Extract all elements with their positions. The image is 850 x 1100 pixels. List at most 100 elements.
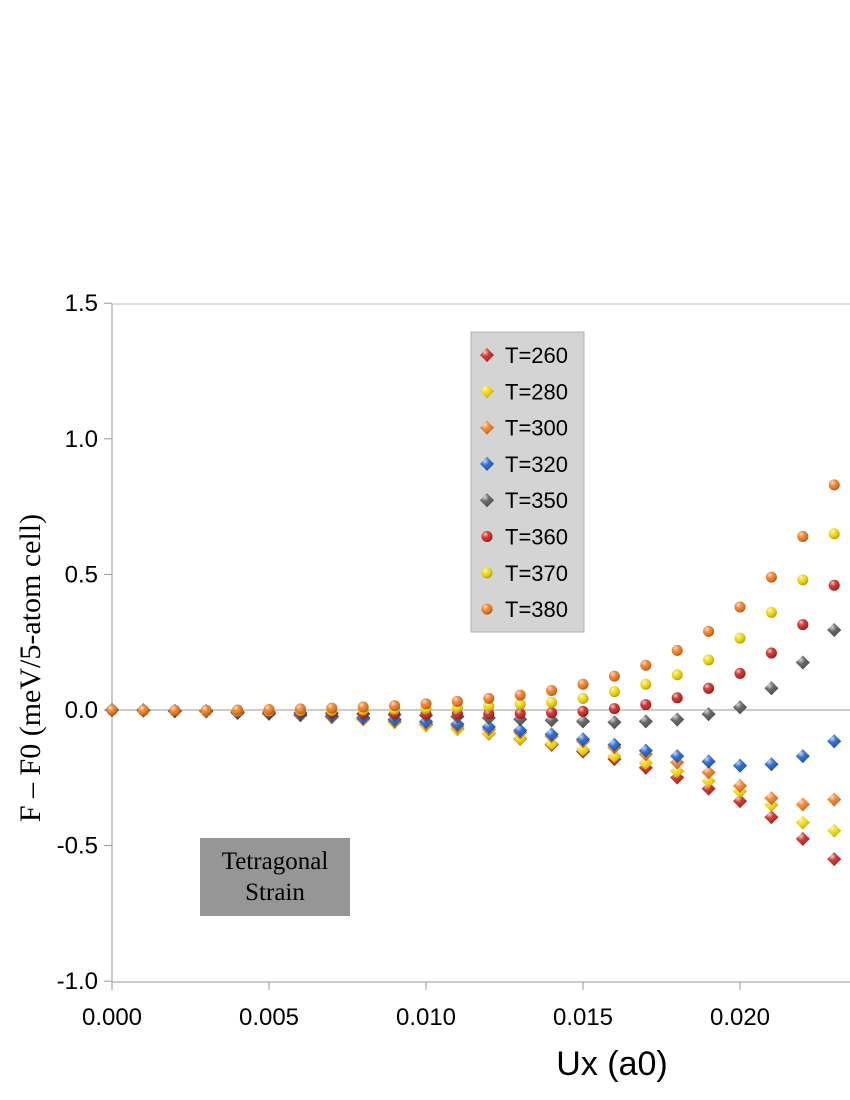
data-point bbox=[608, 686, 620, 698]
data-point bbox=[483, 700, 495, 712]
data-points bbox=[105, 479, 842, 867]
data-point bbox=[797, 574, 809, 586]
data-point bbox=[765, 606, 777, 618]
data-point bbox=[670, 749, 685, 764]
data-point bbox=[828, 479, 840, 491]
data-point bbox=[670, 764, 685, 779]
data-point bbox=[544, 736, 559, 751]
y-tick-label: 1.0 bbox=[65, 426, 98, 453]
legend-label: T=380 bbox=[505, 597, 568, 622]
y-tick-label: 1.5 bbox=[65, 290, 98, 317]
data-point bbox=[608, 703, 620, 715]
series-t-280 bbox=[105, 703, 842, 838]
data-point bbox=[795, 749, 810, 764]
strain-annotation-box bbox=[200, 838, 350, 916]
data-point bbox=[169, 704, 181, 716]
data-point bbox=[703, 625, 715, 637]
data-point bbox=[795, 815, 810, 830]
data-point bbox=[734, 601, 746, 613]
x-axis-title: Ux (a0) bbox=[556, 1045, 667, 1083]
series-t-320 bbox=[105, 703, 842, 773]
data-point bbox=[827, 823, 842, 838]
data-point bbox=[514, 698, 526, 710]
legend-label: T=320 bbox=[505, 452, 568, 477]
data-point bbox=[733, 794, 747, 809]
data-point bbox=[232, 704, 244, 716]
data-point bbox=[577, 705, 589, 717]
x-tick-label: 0.015 bbox=[553, 1004, 613, 1031]
data-point bbox=[607, 749, 622, 764]
x-tick-label: 0.020 bbox=[710, 1004, 770, 1031]
legend-label: T=370 bbox=[505, 561, 568, 586]
data-point bbox=[764, 681, 779, 696]
x-tick-label: 0.000 bbox=[82, 1004, 142, 1031]
data-point bbox=[608, 670, 620, 682]
data-point bbox=[514, 689, 526, 701]
strain-annotation-line1: Tetragonal bbox=[222, 848, 329, 875]
y-tick-labels: 1.5 1.0 0.5 0.0 -0.5 -1.0 bbox=[57, 290, 112, 995]
data-point bbox=[544, 727, 559, 742]
legend-label: T=260 bbox=[505, 343, 568, 368]
data-point bbox=[483, 708, 495, 720]
legend-marker bbox=[481, 531, 493, 542]
data-point bbox=[483, 692, 495, 704]
data-point bbox=[640, 659, 652, 671]
data-point bbox=[420, 698, 432, 710]
data-point bbox=[733, 700, 747, 715]
data-point bbox=[701, 781, 716, 796]
legend-marker bbox=[480, 348, 494, 362]
x-tick-label: 0.005 bbox=[239, 1004, 299, 1031]
data-point bbox=[670, 712, 685, 727]
data-point bbox=[733, 758, 747, 773]
data-point bbox=[797, 530, 809, 542]
data-point bbox=[513, 723, 528, 738]
data-point bbox=[514, 708, 526, 720]
strain-annotation-line2: Strain bbox=[245, 879, 305, 906]
legend-marker bbox=[481, 603, 493, 615]
data-point bbox=[795, 831, 810, 846]
y-tick-label: -1.0 bbox=[57, 968, 98, 995]
data-point bbox=[765, 571, 777, 583]
data-point bbox=[576, 732, 590, 747]
y-tick-label: -0.5 bbox=[57, 833, 98, 860]
data-point bbox=[764, 810, 779, 825]
data-point bbox=[701, 774, 716, 789]
data-point bbox=[106, 704, 118, 716]
data-point bbox=[671, 644, 683, 656]
data-point bbox=[638, 755, 653, 770]
data-point bbox=[827, 792, 842, 807]
data-point bbox=[638, 743, 653, 758]
data-point bbox=[827, 622, 842, 637]
y-tick-label: 0.5 bbox=[65, 561, 98, 588]
legend-label: T=350 bbox=[505, 488, 568, 513]
data-point bbox=[481, 719, 496, 734]
data-point bbox=[577, 692, 589, 704]
data-point bbox=[546, 696, 558, 708]
data-point bbox=[733, 778, 747, 793]
y-tick-label: 0.0 bbox=[65, 697, 98, 724]
data-point bbox=[734, 632, 746, 644]
data-point bbox=[671, 669, 683, 681]
legend-marker bbox=[481, 567, 493, 579]
data-point bbox=[795, 797, 810, 812]
y-axis-title: F – F0 (meV/5-atom cell) bbox=[14, 514, 47, 822]
legend-marker bbox=[480, 420, 494, 435]
data-point bbox=[263, 703, 275, 715]
data-point bbox=[576, 742, 590, 757]
data-point bbox=[703, 682, 715, 694]
legend-label: T=360 bbox=[505, 525, 568, 550]
data-point bbox=[764, 757, 779, 772]
data-point bbox=[701, 754, 716, 769]
series-t-380 bbox=[106, 479, 840, 716]
legend-marker bbox=[480, 384, 494, 399]
x-tick-labels: 0.000 0.005 0.010 0.015 0.020 bbox=[82, 982, 770, 1031]
data-point bbox=[701, 765, 716, 780]
data-point bbox=[640, 699, 652, 711]
series-t-350 bbox=[105, 622, 842, 730]
data-point bbox=[607, 737, 622, 752]
data-point bbox=[797, 619, 809, 631]
data-point bbox=[326, 702, 338, 714]
data-point bbox=[765, 647, 777, 659]
data-point bbox=[828, 579, 840, 591]
data-point bbox=[577, 678, 589, 690]
